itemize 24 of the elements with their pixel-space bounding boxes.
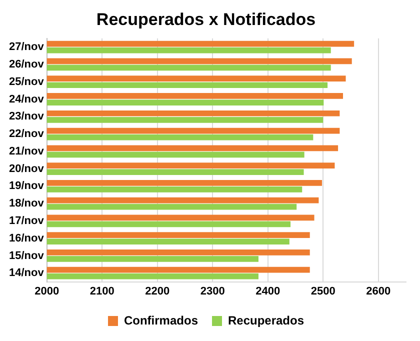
y-tick-label: 16/nov	[8, 232, 45, 244]
y-tick-label: 20/nov	[8, 162, 45, 175]
x-tick-label: 2400	[256, 285, 280, 298]
y-tick-label: 26/nov	[8, 58, 45, 71]
legend-label: Confirmados	[124, 313, 198, 328]
y-tick-label: 14/nov	[8, 267, 45, 280]
y-tick-label: 24/nov	[8, 93, 45, 106]
x-tick-label: 2500	[310, 285, 336, 298]
y-tick-label: 17/nov	[8, 214, 45, 227]
y-tick-label: 25/nov	[8, 76, 45, 88]
y-tick-label: 21/nov	[8, 145, 45, 158]
y-tick-label: 15/nov	[8, 250, 45, 262]
x-tick-label: 2600	[366, 285, 391, 298]
y-tick-label: 19/nov	[8, 180, 45, 192]
x-tick-label: 2200	[145, 285, 170, 298]
chart-title: Recuperados x Notificados	[96, 10, 316, 29]
y-tick-label: 18/nov	[8, 198, 45, 210]
x-tick-label: 2300	[200, 285, 225, 298]
y-tick-label: 27/nov	[8, 41, 45, 54]
x-tick-label: 2100	[90, 285, 114, 298]
y-tick-label: 22/nov	[8, 128, 45, 140]
legend-label: Recuperados	[228, 313, 304, 328]
y-tick-label: 23/nov	[8, 110, 45, 123]
x-tick-label: 2000	[34, 285, 60, 298]
